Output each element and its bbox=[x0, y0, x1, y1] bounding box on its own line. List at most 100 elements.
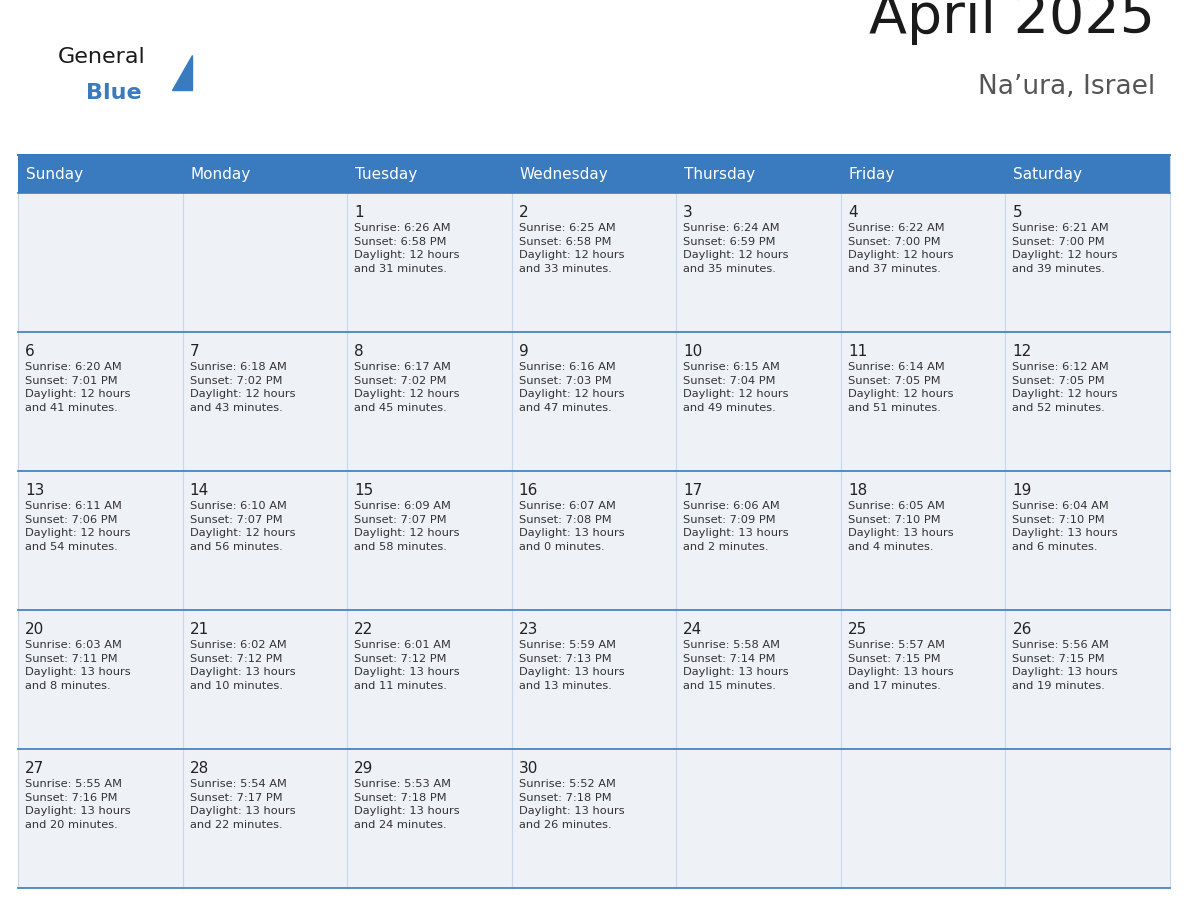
Text: Monday: Monday bbox=[190, 166, 251, 182]
Bar bbox=[347, 749, 512, 888]
Text: Sunrise: 5:57 AM
Sunset: 7:15 PM
Daylight: 13 hours
and 17 minutes.: Sunrise: 5:57 AM Sunset: 7:15 PM Dayligh… bbox=[848, 640, 954, 691]
Text: Sunrise: 6:09 AM
Sunset: 7:07 PM
Daylight: 12 hours
and 58 minutes.: Sunrise: 6:09 AM Sunset: 7:07 PM Dayligh… bbox=[354, 501, 460, 552]
Text: Sunrise: 6:06 AM
Sunset: 7:09 PM
Daylight: 13 hours
and 2 minutes.: Sunrise: 6:06 AM Sunset: 7:09 PM Dayligh… bbox=[683, 501, 789, 552]
Text: Sunrise: 6:24 AM
Sunset: 6:59 PM
Daylight: 12 hours
and 35 minutes.: Sunrise: 6:24 AM Sunset: 6:59 PM Dayligh… bbox=[683, 223, 789, 274]
Text: 18: 18 bbox=[848, 483, 867, 498]
Bar bbox=[183, 155, 347, 193]
Text: 17: 17 bbox=[683, 483, 702, 498]
Bar bbox=[676, 155, 841, 193]
Text: Sunday: Sunday bbox=[26, 166, 83, 182]
Text: 11: 11 bbox=[848, 344, 867, 359]
Bar bbox=[18, 471, 183, 610]
Bar bbox=[676, 471, 841, 610]
Text: Sunrise: 5:56 AM
Sunset: 7:15 PM
Daylight: 13 hours
and 19 minutes.: Sunrise: 5:56 AM Sunset: 7:15 PM Dayligh… bbox=[1012, 640, 1118, 691]
Bar bbox=[841, 471, 1005, 610]
Text: Saturday: Saturday bbox=[1013, 166, 1082, 182]
Text: Sunrise: 6:12 AM
Sunset: 7:05 PM
Daylight: 12 hours
and 52 minutes.: Sunrise: 6:12 AM Sunset: 7:05 PM Dayligh… bbox=[1012, 362, 1118, 413]
Text: 1: 1 bbox=[354, 205, 364, 220]
Bar bbox=[841, 749, 1005, 888]
Bar bbox=[18, 193, 183, 332]
Bar bbox=[347, 155, 512, 193]
Text: Sunrise: 5:52 AM
Sunset: 7:18 PM
Daylight: 13 hours
and 26 minutes.: Sunrise: 5:52 AM Sunset: 7:18 PM Dayligh… bbox=[519, 779, 625, 830]
Bar bbox=[841, 610, 1005, 749]
Text: Blue: Blue bbox=[86, 83, 141, 103]
Text: Sunrise: 6:15 AM
Sunset: 7:04 PM
Daylight: 12 hours
and 49 minutes.: Sunrise: 6:15 AM Sunset: 7:04 PM Dayligh… bbox=[683, 362, 789, 413]
Bar bbox=[183, 471, 347, 610]
Bar bbox=[512, 471, 676, 610]
Text: Thursday: Thursday bbox=[684, 166, 756, 182]
Text: 25: 25 bbox=[848, 622, 867, 637]
Bar bbox=[512, 749, 676, 888]
Text: Sunrise: 6:26 AM
Sunset: 6:58 PM
Daylight: 12 hours
and 31 minutes.: Sunrise: 6:26 AM Sunset: 6:58 PM Dayligh… bbox=[354, 223, 460, 274]
Text: Sunrise: 5:54 AM
Sunset: 7:17 PM
Daylight: 13 hours
and 22 minutes.: Sunrise: 5:54 AM Sunset: 7:17 PM Dayligh… bbox=[190, 779, 295, 830]
Bar bbox=[512, 155, 676, 193]
Text: General: General bbox=[58, 47, 146, 67]
Text: Sunrise: 6:10 AM
Sunset: 7:07 PM
Daylight: 12 hours
and 56 minutes.: Sunrise: 6:10 AM Sunset: 7:07 PM Dayligh… bbox=[190, 501, 295, 552]
Text: 6: 6 bbox=[25, 344, 34, 359]
Text: Sunrise: 6:18 AM
Sunset: 7:02 PM
Daylight: 12 hours
and 43 minutes.: Sunrise: 6:18 AM Sunset: 7:02 PM Dayligh… bbox=[190, 362, 295, 413]
Bar bbox=[676, 332, 841, 471]
Text: Sunrise: 6:01 AM
Sunset: 7:12 PM
Daylight: 13 hours
and 11 minutes.: Sunrise: 6:01 AM Sunset: 7:12 PM Dayligh… bbox=[354, 640, 460, 691]
Text: Friday: Friday bbox=[849, 166, 896, 182]
Text: 3: 3 bbox=[683, 205, 693, 220]
Bar bbox=[183, 193, 347, 332]
Text: 28: 28 bbox=[190, 761, 209, 776]
Text: 10: 10 bbox=[683, 344, 702, 359]
Text: 9: 9 bbox=[519, 344, 529, 359]
Bar bbox=[1005, 749, 1170, 888]
Text: 15: 15 bbox=[354, 483, 373, 498]
Bar bbox=[1005, 155, 1170, 193]
Text: Sunrise: 6:02 AM
Sunset: 7:12 PM
Daylight: 13 hours
and 10 minutes.: Sunrise: 6:02 AM Sunset: 7:12 PM Dayligh… bbox=[190, 640, 295, 691]
Text: 2: 2 bbox=[519, 205, 529, 220]
Bar bbox=[183, 610, 347, 749]
Text: Sunrise: 6:03 AM
Sunset: 7:11 PM
Daylight: 13 hours
and 8 minutes.: Sunrise: 6:03 AM Sunset: 7:11 PM Dayligh… bbox=[25, 640, 131, 691]
Text: 22: 22 bbox=[354, 622, 373, 637]
Text: 24: 24 bbox=[683, 622, 702, 637]
Bar bbox=[18, 610, 183, 749]
Text: April 2025: April 2025 bbox=[868, 0, 1155, 45]
Bar bbox=[512, 332, 676, 471]
Text: Tuesday: Tuesday bbox=[355, 166, 417, 182]
Bar bbox=[676, 749, 841, 888]
Text: Wednesday: Wednesday bbox=[519, 166, 608, 182]
Text: 23: 23 bbox=[519, 622, 538, 637]
Text: 14: 14 bbox=[190, 483, 209, 498]
Bar bbox=[18, 749, 183, 888]
Text: Sunrise: 6:04 AM
Sunset: 7:10 PM
Daylight: 13 hours
and 6 minutes.: Sunrise: 6:04 AM Sunset: 7:10 PM Dayligh… bbox=[1012, 501, 1118, 552]
Text: 27: 27 bbox=[25, 761, 44, 776]
Polygon shape bbox=[172, 55, 192, 90]
Text: 29: 29 bbox=[354, 761, 373, 776]
Text: Sunrise: 6:21 AM
Sunset: 7:00 PM
Daylight: 12 hours
and 39 minutes.: Sunrise: 6:21 AM Sunset: 7:00 PM Dayligh… bbox=[1012, 223, 1118, 274]
Bar bbox=[1005, 610, 1170, 749]
Text: Sunrise: 5:53 AM
Sunset: 7:18 PM
Daylight: 13 hours
and 24 minutes.: Sunrise: 5:53 AM Sunset: 7:18 PM Dayligh… bbox=[354, 779, 460, 830]
Bar bbox=[1005, 471, 1170, 610]
Text: 19: 19 bbox=[1012, 483, 1032, 498]
Bar bbox=[183, 749, 347, 888]
Bar bbox=[347, 471, 512, 610]
Text: Sunrise: 6:11 AM
Sunset: 7:06 PM
Daylight: 12 hours
and 54 minutes.: Sunrise: 6:11 AM Sunset: 7:06 PM Dayligh… bbox=[25, 501, 131, 552]
Text: 16: 16 bbox=[519, 483, 538, 498]
Bar bbox=[841, 193, 1005, 332]
Text: 20: 20 bbox=[25, 622, 44, 637]
Text: Sunrise: 6:07 AM
Sunset: 7:08 PM
Daylight: 13 hours
and 0 minutes.: Sunrise: 6:07 AM Sunset: 7:08 PM Dayligh… bbox=[519, 501, 625, 552]
Bar bbox=[512, 610, 676, 749]
Text: Na’ura, Israel: Na’ura, Israel bbox=[978, 74, 1155, 100]
Bar bbox=[18, 155, 183, 193]
Bar bbox=[347, 610, 512, 749]
Text: 21: 21 bbox=[190, 622, 209, 637]
Text: 7: 7 bbox=[190, 344, 200, 359]
Bar bbox=[841, 332, 1005, 471]
Bar bbox=[18, 332, 183, 471]
Text: Sunrise: 5:59 AM
Sunset: 7:13 PM
Daylight: 13 hours
and 13 minutes.: Sunrise: 5:59 AM Sunset: 7:13 PM Dayligh… bbox=[519, 640, 625, 691]
Text: Sunrise: 6:05 AM
Sunset: 7:10 PM
Daylight: 13 hours
and 4 minutes.: Sunrise: 6:05 AM Sunset: 7:10 PM Dayligh… bbox=[848, 501, 954, 552]
Bar bbox=[676, 610, 841, 749]
Text: 12: 12 bbox=[1012, 344, 1031, 359]
Bar bbox=[347, 332, 512, 471]
Text: 26: 26 bbox=[1012, 622, 1032, 637]
Text: Sunrise: 5:55 AM
Sunset: 7:16 PM
Daylight: 13 hours
and 20 minutes.: Sunrise: 5:55 AM Sunset: 7:16 PM Dayligh… bbox=[25, 779, 131, 830]
Text: Sunrise: 6:22 AM
Sunset: 7:00 PM
Daylight: 12 hours
and 37 minutes.: Sunrise: 6:22 AM Sunset: 7:00 PM Dayligh… bbox=[848, 223, 953, 274]
Bar bbox=[512, 193, 676, 332]
Text: Sunrise: 6:14 AM
Sunset: 7:05 PM
Daylight: 12 hours
and 51 minutes.: Sunrise: 6:14 AM Sunset: 7:05 PM Dayligh… bbox=[848, 362, 953, 413]
Text: Sunrise: 6:20 AM
Sunset: 7:01 PM
Daylight: 12 hours
and 41 minutes.: Sunrise: 6:20 AM Sunset: 7:01 PM Dayligh… bbox=[25, 362, 131, 413]
Text: Sunrise: 6:25 AM
Sunset: 6:58 PM
Daylight: 12 hours
and 33 minutes.: Sunrise: 6:25 AM Sunset: 6:58 PM Dayligh… bbox=[519, 223, 624, 274]
